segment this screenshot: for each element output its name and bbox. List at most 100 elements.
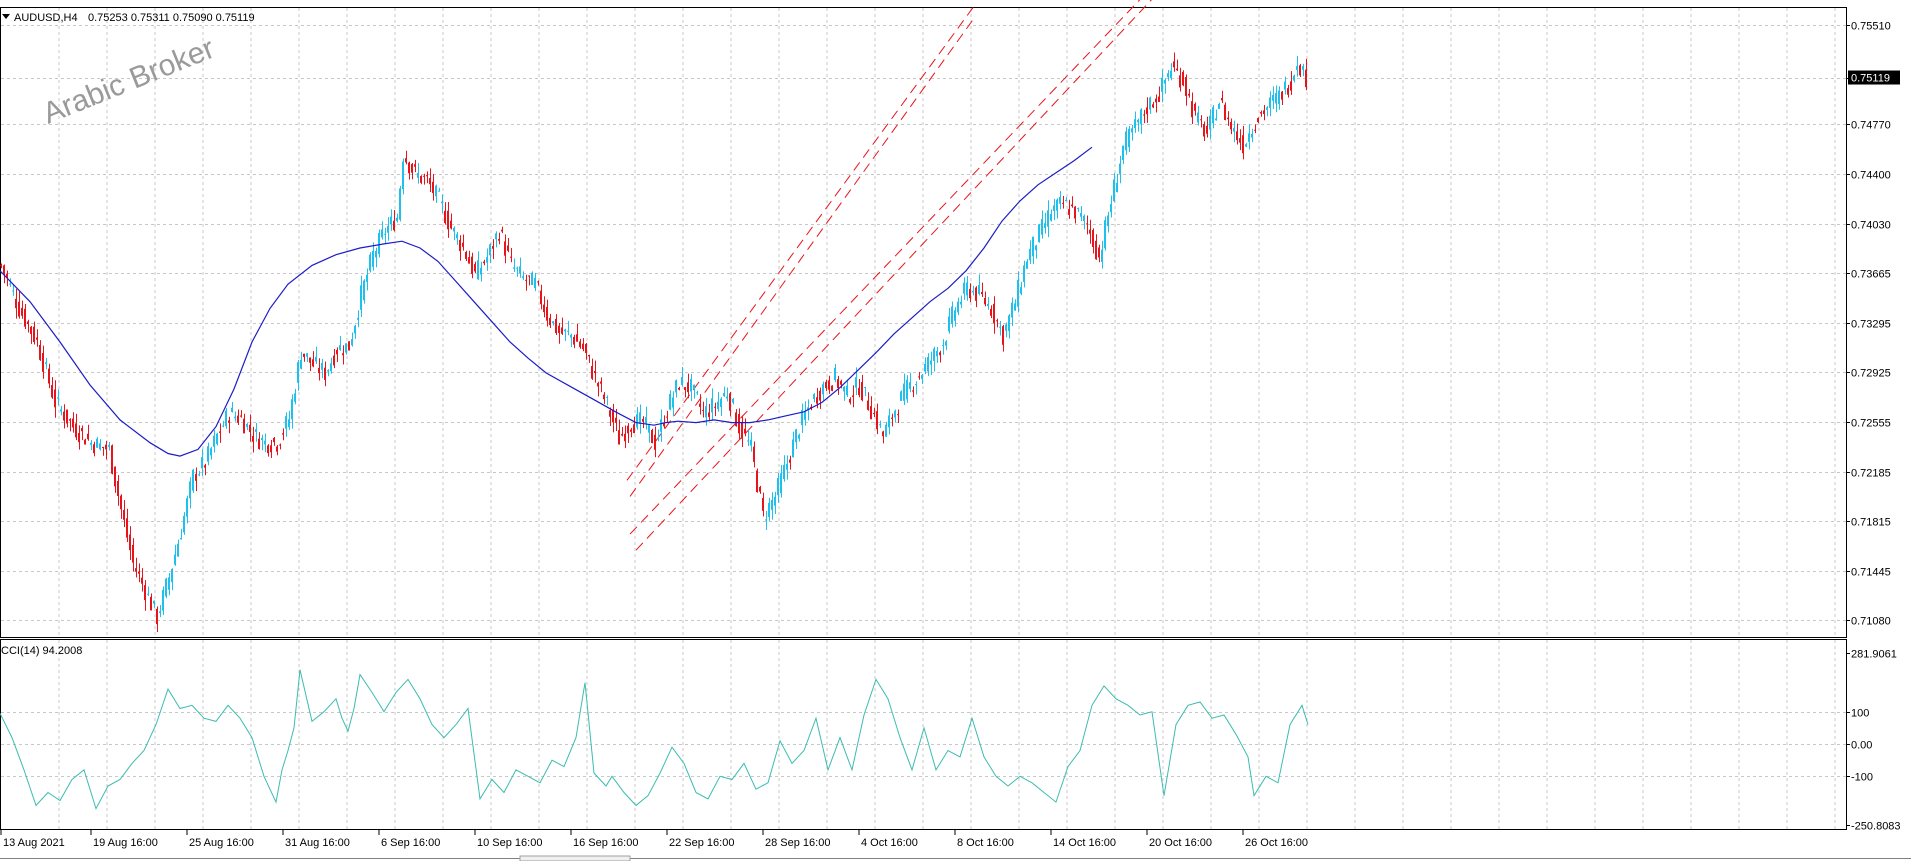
candle-body — [900, 391, 902, 401]
cci-axis[interactable]: 281.9061 100 0.00 -100 -250.8083 — [1846, 649, 1901, 833]
candle-body — [381, 229, 383, 238]
candle-body — [801, 410, 803, 425]
candle-body — [903, 383, 905, 401]
candle-body — [69, 419, 71, 421]
channel-line — [626, 4, 976, 481]
candle-body — [312, 359, 314, 367]
candle-body — [99, 443, 101, 450]
candle-body — [648, 425, 650, 433]
candle-body — [600, 381, 602, 384]
candle-body — [252, 435, 254, 442]
candle-body — [732, 398, 734, 403]
candle-body — [51, 385, 53, 398]
candle-body — [915, 384, 917, 386]
candle-body — [1044, 223, 1046, 228]
candle-body — [1068, 209, 1070, 215]
candle-body — [114, 466, 116, 487]
ohlc-values: 0.75253 0.75311 0.75090 0.75119 — [88, 12, 255, 24]
candle-body — [165, 578, 167, 597]
candle-body — [435, 185, 437, 197]
trend-channel[interactable] — [626, 0, 1158, 551]
candle-body — [822, 384, 824, 395]
candle-body — [303, 353, 305, 357]
candle-body — [1299, 65, 1301, 76]
candle-body — [546, 306, 548, 321]
candle-body — [615, 417, 617, 423]
time-tick-label: 8 Oct 16:00 — [957, 837, 1014, 849]
active-tab[interactable] — [519, 855, 631, 862]
candle-body — [459, 239, 461, 252]
candle-body — [1137, 119, 1139, 123]
time-tick-label: 31 Aug 16:00 — [285, 837, 350, 849]
candle-body — [1242, 135, 1244, 154]
candle-body — [606, 396, 608, 398]
candle-body — [360, 285, 362, 310]
candle-body — [660, 419, 662, 432]
time-tick-label: 20 Oct 16:00 — [1149, 837, 1212, 849]
candle-body — [225, 410, 227, 427]
candle-body — [147, 593, 149, 595]
candle-body — [945, 341, 947, 346]
candle-body — [837, 379, 839, 389]
candle-body — [1140, 109, 1142, 125]
candle-body — [513, 267, 515, 269]
candle-body — [96, 438, 98, 448]
time-axis[interactable]: 13 Aug 2021 19 Aug 16:00 25 Aug 16:00 31 Au… — [0, 830, 1308, 849]
candle-body — [1047, 210, 1049, 227]
candle-body — [498, 238, 500, 241]
candle-body — [486, 257, 488, 263]
candle-body — [1122, 145, 1124, 160]
candle-body — [318, 368, 320, 374]
candle-body — [138, 571, 140, 574]
price-tick-label: 0.73665 — [1851, 269, 1891, 281]
cci-panel[interactable]: 281.9061 100 0.00 -100 -250.8083 CCI(14) 94.… — [0, 639, 1901, 833]
cci-tick-label: -250.8083 — [1851, 821, 1901, 833]
candle-body — [969, 288, 971, 299]
price-tick-label: 0.71080 — [1851, 616, 1891, 628]
candle-body — [774, 496, 776, 506]
candle-body — [621, 434, 623, 436]
candle-body — [1161, 77, 1163, 92]
candle-body — [525, 279, 527, 281]
triangle-down-icon[interactable] — [2, 14, 10, 19]
candle-body — [1167, 73, 1169, 78]
candle-body — [1203, 124, 1205, 137]
candle-body — [855, 377, 857, 388]
candle-body — [108, 444, 110, 447]
candle-body — [291, 399, 293, 420]
chart-header: AUDUSD,H4 0.75253 0.75311 0.75090 0.7511… — [2, 12, 255, 24]
candle-body — [483, 261, 485, 264]
candle-body — [33, 326, 35, 342]
candle-body — [408, 162, 410, 174]
candle-body — [1287, 88, 1289, 95]
candle-body — [1041, 218, 1043, 235]
candle-body — [990, 308, 992, 316]
price-tick-label: 0.74400 — [1851, 170, 1891, 182]
price-axis[interactable]: 0.75510 0.74770 0.74400 0.74030 0.73665 0.732… — [1846, 21, 1891, 628]
candle-body — [633, 424, 635, 434]
candle-body — [249, 424, 251, 433]
candle-body — [744, 428, 746, 434]
candle-body — [846, 385, 848, 396]
candle-body — [0, 264, 2, 266]
candle-body — [699, 403, 701, 407]
candle-body — [1290, 81, 1292, 91]
candle-body — [645, 417, 647, 424]
candle-body — [876, 411, 878, 430]
candle-body — [27, 321, 29, 325]
candle-body — [705, 406, 707, 418]
candle-body — [282, 433, 284, 435]
candle-body — [726, 396, 728, 399]
price-tick-label: 0.74770 — [1851, 120, 1891, 132]
price-panel[interactable]: 0.75510 0.74770 0.74400 0.74030 0.73665 0.732… — [0, 0, 1900, 638]
candle-body — [267, 445, 269, 454]
candle-body — [756, 470, 758, 493]
candle-body — [627, 425, 629, 434]
candle-body — [462, 242, 464, 247]
candle-body — [1230, 121, 1232, 130]
candle-body — [1086, 223, 1088, 225]
candle-body — [405, 158, 407, 163]
candle-body — [561, 327, 563, 334]
